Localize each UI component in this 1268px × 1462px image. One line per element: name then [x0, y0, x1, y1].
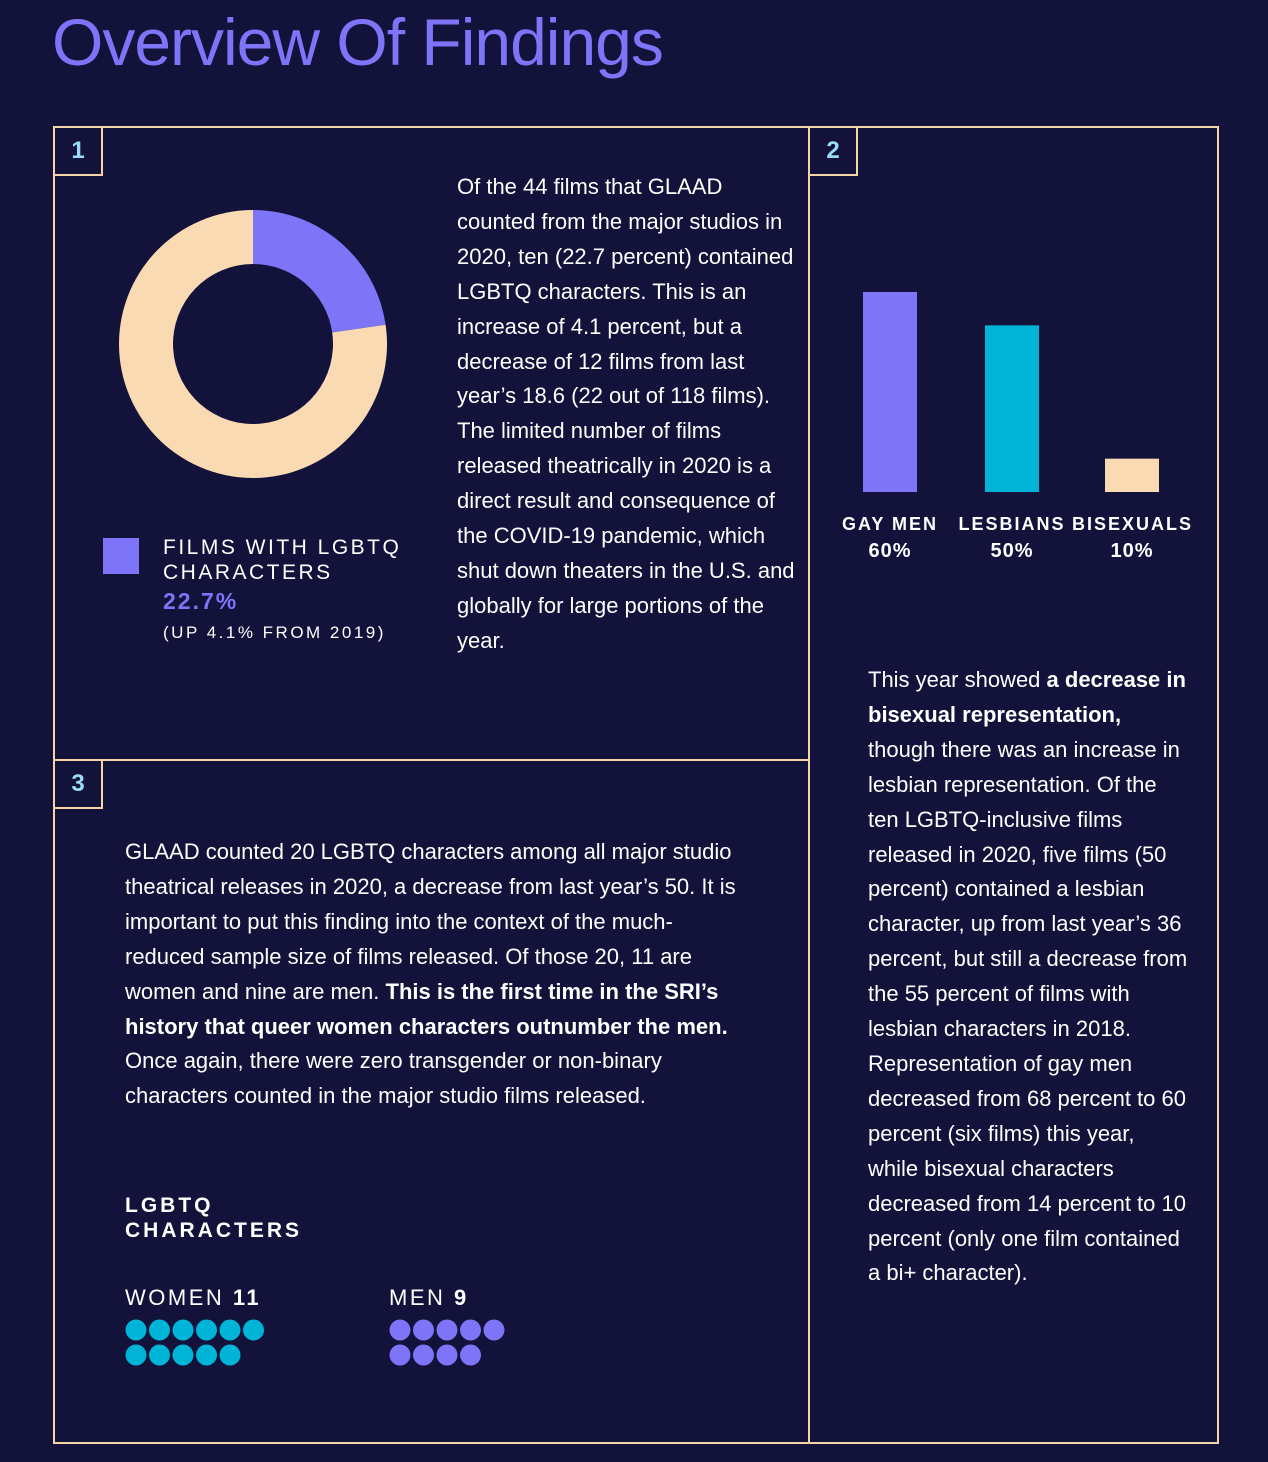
- panel2-text-post: though there was an increase in lesbian …: [868, 736, 1188, 1286]
- character-dot: [149, 1344, 170, 1366]
- bar-value-label: 60%: [868, 540, 912, 562]
- character-dot: [125, 1319, 147, 1341]
- character-dot: [196, 1319, 217, 1341]
- panel2-text-bold: a decrease in bisexual representation,: [868, 667, 1186, 727]
- legend-swatch: [103, 538, 139, 574]
- character-dot: [389, 1344, 411, 1366]
- bar-category-label: LESBIANS: [958, 514, 1066, 534]
- men-count: 9: [454, 1285, 469, 1310]
- bar-value-label: 10%: [1110, 540, 1154, 562]
- bar-category-label: GAY MEN: [841, 514, 939, 534]
- bar-chart: [863, 292, 1159, 492]
- panel-films-with-lgbtq: 1 FILMS WITH LGBTQ CHARACTERS 22.7% (UP …: [53, 126, 810, 761]
- character-dot: [460, 1344, 481, 1366]
- character-dot: [413, 1319, 434, 1341]
- panel3-text: GLAAD counted 20 LGBTQ characters among …: [125, 835, 745, 1114]
- women-count: 11: [232, 1285, 262, 1310]
- character-dot: [219, 1319, 241, 1341]
- panel3-text-pre: GLAAD counted 20 LGBTQ characters among …: [125, 839, 736, 1004]
- character-dot: [436, 1319, 458, 1341]
- women-dots: [125, 1319, 264, 1366]
- bar-value-label: 50%: [990, 540, 1034, 562]
- women-label: WOMEN 11: [125, 1285, 261, 1311]
- panel2-text-pre: This year showed: [868, 667, 1047, 692]
- donut-slice-1: [119, 210, 388, 478]
- panel-number-3: 3: [53, 759, 103, 809]
- panel-lgbtq-characters: 3 GLAAD counted 20 LGBTQ characters amon…: [53, 759, 810, 1444]
- donut-slice-0: [253, 210, 386, 333]
- panel-number-1: 1: [53, 126, 103, 176]
- character-dot: [196, 1344, 217, 1366]
- character-dot: [413, 1344, 434, 1366]
- page-title: Overview Of Findings: [52, 5, 664, 79]
- character-dot: [172, 1344, 194, 1366]
- character-dot: [483, 1319, 505, 1341]
- women-label-text: WOMEN: [125, 1285, 225, 1310]
- men-dots: [389, 1319, 505, 1366]
- donut-chart: [119, 210, 388, 478]
- legend-note: (UP 4.1% FROM 2019): [163, 623, 386, 642]
- bar-gay-men: [863, 292, 917, 492]
- panel-representation-breakdown: 2 GAY MEN 60% LESBIANS 50% BISEXUALS 10% This…: [808, 126, 1219, 1444]
- character-dot: [460, 1319, 481, 1341]
- legend-label: FILMS WITH LGBTQ CHARACTERS: [163, 536, 402, 584]
- character-dot: [243, 1319, 264, 1341]
- bar-category-label: BISEXUALS: [1072, 514, 1194, 534]
- panel3-text-post: Once again, there were zero transgender …: [125, 1048, 662, 1109]
- bar-lesbians: [985, 325, 1039, 492]
- characters-heading: LGBTQ CHARACTERS: [125, 1194, 302, 1242]
- character-dot: [436, 1344, 458, 1366]
- character-dot: [125, 1344, 147, 1366]
- character-dot: [172, 1319, 194, 1341]
- panel3-text-bold: This is the first time in the SRI’s hist…: [125, 978, 728, 1039]
- character-dot: [389, 1319, 411, 1341]
- character-dot: [149, 1319, 170, 1341]
- legend-value: 22.7%: [163, 588, 239, 614]
- men-label: MEN 9: [389, 1285, 469, 1311]
- bar-bisexuals: [1105, 458, 1159, 492]
- panel2-text: This year showed a decrease in bisexual …: [868, 663, 1188, 1291]
- panel-number-2: 2: [808, 126, 858, 176]
- panel1-text: Of the 44 films that GLAAD counted from …: [457, 174, 795, 653]
- character-dot: [219, 1344, 241, 1366]
- men-label-text: MEN: [389, 1285, 446, 1310]
